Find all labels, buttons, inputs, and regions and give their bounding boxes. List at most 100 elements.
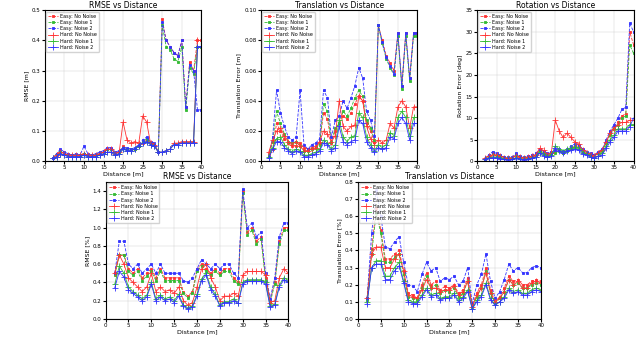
Easy: Noise 1: (35, 0.38): Noise 1: (35, 0.38) bbox=[178, 45, 186, 49]
Easy: No Noise: (37, 0.085): No Noise: (37, 0.085) bbox=[402, 31, 410, 35]
Easy: No Noise: (3, 0.7): No Noise: (3, 0.7) bbox=[115, 253, 123, 257]
Easy: Noise 2: (3, 0.016): Noise 2: (3, 0.016) bbox=[269, 135, 276, 139]
Easy: No Noise: (9, 0.8): No Noise: (9, 0.8) bbox=[508, 156, 516, 160]
Easy: No Noise: (15, 0.03): No Noise: (15, 0.03) bbox=[100, 150, 108, 154]
Hard: Noise 2: (35, 0.06): Noise 2: (35, 0.06) bbox=[178, 141, 186, 145]
Easy: Noise 2: (18, 0.22): Noise 2: (18, 0.22) bbox=[436, 279, 444, 283]
Hard: No Noise: (9, 0.8): No Noise: (9, 0.8) bbox=[508, 156, 516, 160]
Hard: Noise 1: (29, 0.12): Noise 1: (29, 0.12) bbox=[486, 296, 494, 300]
Easy: No Noise: (3, 0.02): No Noise: (3, 0.02) bbox=[52, 153, 60, 157]
Easy: Noise 1: (36, 0.048): Noise 1: (36, 0.048) bbox=[398, 87, 406, 91]
Line: Easy: Noise 1: Easy: Noise 1 bbox=[268, 24, 419, 158]
Easy: Noise 1: (26, 0.043): Noise 1: (26, 0.043) bbox=[359, 94, 367, 98]
Easy: Noise 1: (30, 1.3): Noise 1: (30, 1.3) bbox=[591, 154, 598, 158]
Easy: Noise 2: (13, 0.5): Noise 2: (13, 0.5) bbox=[161, 271, 169, 275]
Legend: Easy: No Noise, Easy: Noise 1, Easy: Noise 2, Hard: No Noise, Hard: Noise 1, Har: Easy: No Noise, Easy: Noise 1, Easy: Noi… bbox=[479, 12, 531, 52]
Easy: Noise 1: (10, 0.26): Noise 1: (10, 0.26) bbox=[400, 272, 408, 276]
Hard: Noise 2: (27, 0.13): Noise 2: (27, 0.13) bbox=[477, 295, 485, 299]
Easy: Noise 1: (2, 0.01): Noise 1: (2, 0.01) bbox=[49, 156, 56, 160]
Easy: Noise 1: (6, 1.2): Noise 1: (6, 1.2) bbox=[497, 154, 504, 158]
Easy: Noise 1: (17, 0.28): Noise 1: (17, 0.28) bbox=[179, 291, 187, 295]
Hard: Noise 1: (4, 0.34): Noise 1: (4, 0.34) bbox=[372, 259, 380, 263]
Hard: No Noise: (25, 4.5): No Noise: (25, 4.5) bbox=[571, 140, 579, 144]
Hard: Noise 1: (13, 0.1): Noise 1: (13, 0.1) bbox=[413, 300, 421, 304]
Easy: No Noise: (26, 3.5): No Noise: (26, 3.5) bbox=[575, 144, 582, 148]
Easy: Noise 1: (23, 0.15): Noise 1: (23, 0.15) bbox=[460, 291, 467, 295]
Easy: Noise 2: (29, 0.45): Noise 2: (29, 0.45) bbox=[234, 276, 242, 280]
Easy: Noise 2: (20, 0.045): Noise 2: (20, 0.045) bbox=[119, 145, 127, 150]
Easy: No Noise: (11, 0.02): No Noise: (11, 0.02) bbox=[84, 153, 92, 157]
Easy: No Noise: (15, 0.27): No Noise: (15, 0.27) bbox=[422, 271, 430, 275]
Easy: Noise 1: (40, 0.97): Noise 1: (40, 0.97) bbox=[285, 228, 292, 232]
Hard: Noise 1: (37, 0.06): Noise 1: (37, 0.06) bbox=[186, 141, 193, 145]
Hard: No Noise: (8, 0.7): No Noise: (8, 0.7) bbox=[504, 156, 512, 160]
Easy: Noise 1: (18, 1.3): Noise 1: (18, 1.3) bbox=[543, 154, 551, 158]
Hard: No Noise: (8, 0.3): No Noise: (8, 0.3) bbox=[138, 289, 146, 294]
Easy: Noise 2: (28, 0.38): Noise 2: (28, 0.38) bbox=[482, 252, 490, 256]
Hard: No Noise: (20, 0.04): No Noise: (20, 0.04) bbox=[335, 99, 343, 103]
Hard: Noise 1: (31, 0.035): Noise 1: (31, 0.035) bbox=[163, 149, 170, 153]
Easy: No Noise: (37, 0.4): No Noise: (37, 0.4) bbox=[271, 280, 278, 284]
Hard: No Noise: (38, 0.45): No Noise: (38, 0.45) bbox=[275, 276, 283, 280]
Easy: Noise 2: (34, 0.28): Noise 2: (34, 0.28) bbox=[509, 269, 517, 273]
Hard: Noise 1: (9, 0.26): Noise 1: (9, 0.26) bbox=[143, 293, 150, 297]
Easy: Noise 2: (24, 0.05): Noise 2: (24, 0.05) bbox=[351, 84, 358, 88]
Hard: Noise 2: (30, 0.009): Noise 2: (30, 0.009) bbox=[374, 145, 382, 150]
Hard: Noise 1: (40, 8.5): Noise 1: (40, 8.5) bbox=[630, 122, 637, 127]
Easy: Noise 1: (38, 0.29): Noise 1: (38, 0.29) bbox=[189, 72, 197, 76]
Easy: No Noise: (29, 0.17): No Noise: (29, 0.17) bbox=[486, 288, 494, 292]
Line: Hard: Noise 2: Hard: Noise 2 bbox=[364, 261, 543, 311]
Hard: Noise 2: (19, 0.13): Noise 2: (19, 0.13) bbox=[189, 305, 196, 309]
Line: Hard: Noise 1: Hard: Noise 1 bbox=[50, 44, 204, 161]
Easy: No Noise: (34, 6.5): No Noise: (34, 6.5) bbox=[606, 131, 614, 135]
Easy: Noise 2: (7, 0.016): Noise 2: (7, 0.016) bbox=[284, 135, 292, 139]
Hard: Noise 1: (7, 0.008): Noise 1: (7, 0.008) bbox=[284, 147, 292, 151]
Easy: Noise 2: (8, 0.9): Noise 2: (8, 0.9) bbox=[504, 155, 512, 159]
Hard: No Noise: (28, 2): No Noise: (28, 2) bbox=[583, 151, 591, 155]
Easy: No Noise: (22, 0.04): No Noise: (22, 0.04) bbox=[127, 147, 135, 151]
Hard: Noise 1: (25, 0.032): Noise 1: (25, 0.032) bbox=[355, 111, 363, 115]
Hard: Noise 2: (5, 0.013): Noise 2: (5, 0.013) bbox=[276, 140, 284, 144]
Hard: No Noise: (2, 0.8): No Noise: (2, 0.8) bbox=[481, 156, 489, 160]
Easy: Noise 1: (5, 0.5): Noise 1: (5, 0.5) bbox=[377, 231, 385, 235]
Easy: No Noise: (12, 0.55): No Noise: (12, 0.55) bbox=[157, 267, 164, 271]
Easy: Noise 2: (14, 1.5): Noise 2: (14, 1.5) bbox=[528, 153, 536, 157]
Easy: Noise 1: (5, 0.52): Noise 1: (5, 0.52) bbox=[125, 269, 132, 273]
Easy: Noise 2: (31, 0.079): Noise 2: (31, 0.079) bbox=[378, 40, 386, 44]
Hard: Noise 1: (5, 0.34): Noise 1: (5, 0.34) bbox=[377, 259, 385, 263]
Easy: Noise 1: (35, 7.5): Noise 1: (35, 7.5) bbox=[610, 127, 618, 131]
Easy: Noise 2: (16, 0.5): Noise 2: (16, 0.5) bbox=[175, 271, 182, 275]
Hard: Noise 1: (16, 0.27): Noise 1: (16, 0.27) bbox=[175, 292, 182, 296]
Hard: No Noise: (16, 0.02): No Noise: (16, 0.02) bbox=[320, 129, 328, 133]
Hard: Noise 2: (2, 0.01): Noise 2: (2, 0.01) bbox=[49, 156, 56, 160]
Hard: Noise 2: (18, 0.11): Noise 2: (18, 0.11) bbox=[184, 307, 192, 311]
Hard: No Noise: (32, 0.16): No Noise: (32, 0.16) bbox=[500, 289, 508, 294]
Easy: Noise 2: (20, 0.55): Noise 2: (20, 0.55) bbox=[193, 267, 201, 271]
Hard: Noise 2: (31, 0.008): Noise 2: (31, 0.008) bbox=[378, 147, 386, 151]
Hard: No Noise: (31, 0.12): No Noise: (31, 0.12) bbox=[496, 296, 504, 300]
Easy: No Noise: (17, 2): No Noise: (17, 2) bbox=[540, 151, 547, 155]
Easy: No Noise: (5, 0.02): No Noise: (5, 0.02) bbox=[276, 129, 284, 133]
Hard: No Noise: (35, 0.065): No Noise: (35, 0.065) bbox=[178, 140, 186, 144]
Hard: No Noise: (39, 0.22): No Noise: (39, 0.22) bbox=[532, 279, 540, 283]
Hard: No Noise: (28, 0.28): No Noise: (28, 0.28) bbox=[230, 291, 237, 295]
Hard: Noise 1: (14, 0.02): Noise 1: (14, 0.02) bbox=[96, 153, 104, 157]
Easy: Noise 1: (25, 0.07): Noise 1: (25, 0.07) bbox=[468, 305, 476, 309]
Easy: Noise 1: (6, 0.48): Noise 1: (6, 0.48) bbox=[129, 273, 137, 277]
Easy: Noise 1: (23, 0.48): Noise 1: (23, 0.48) bbox=[207, 273, 214, 277]
Easy: No Noise: (32, 0.38): No Noise: (32, 0.38) bbox=[166, 45, 174, 49]
Easy: Noise 2: (14, 0.012): Noise 2: (14, 0.012) bbox=[312, 141, 319, 145]
Easy: No Noise: (29, 0.03): No Noise: (29, 0.03) bbox=[154, 150, 162, 154]
Easy: No Noise: (31, 0.13): No Noise: (31, 0.13) bbox=[496, 295, 504, 299]
Hard: Noise 2: (26, 0.18): Noise 2: (26, 0.18) bbox=[221, 300, 228, 305]
Easy: Noise 1: (3, 1.2): Noise 1: (3, 1.2) bbox=[485, 154, 493, 158]
Easy: Noise 2: (24, 0.6): Noise 2: (24, 0.6) bbox=[211, 262, 219, 266]
Line: Easy: No Noise: Easy: No Noise bbox=[483, 31, 635, 161]
Easy: Noise 1: (33, 0.23): Noise 1: (33, 0.23) bbox=[505, 277, 513, 282]
Hard: Noise 1: (13, 0.015): Noise 1: (13, 0.015) bbox=[92, 155, 100, 159]
Easy: Noise 1: (4, 0.03): Noise 1: (4, 0.03) bbox=[56, 150, 64, 154]
Hard: No Noise: (33, 4.5): No Noise: (33, 4.5) bbox=[602, 140, 610, 144]
Hard: Noise 1: (15, 0.008): Noise 1: (15, 0.008) bbox=[316, 147, 323, 151]
Easy: No Noise: (17, 0.04): No Noise: (17, 0.04) bbox=[108, 147, 115, 151]
Easy: No Noise: (11, 0.009): No Noise: (11, 0.009) bbox=[300, 145, 308, 150]
